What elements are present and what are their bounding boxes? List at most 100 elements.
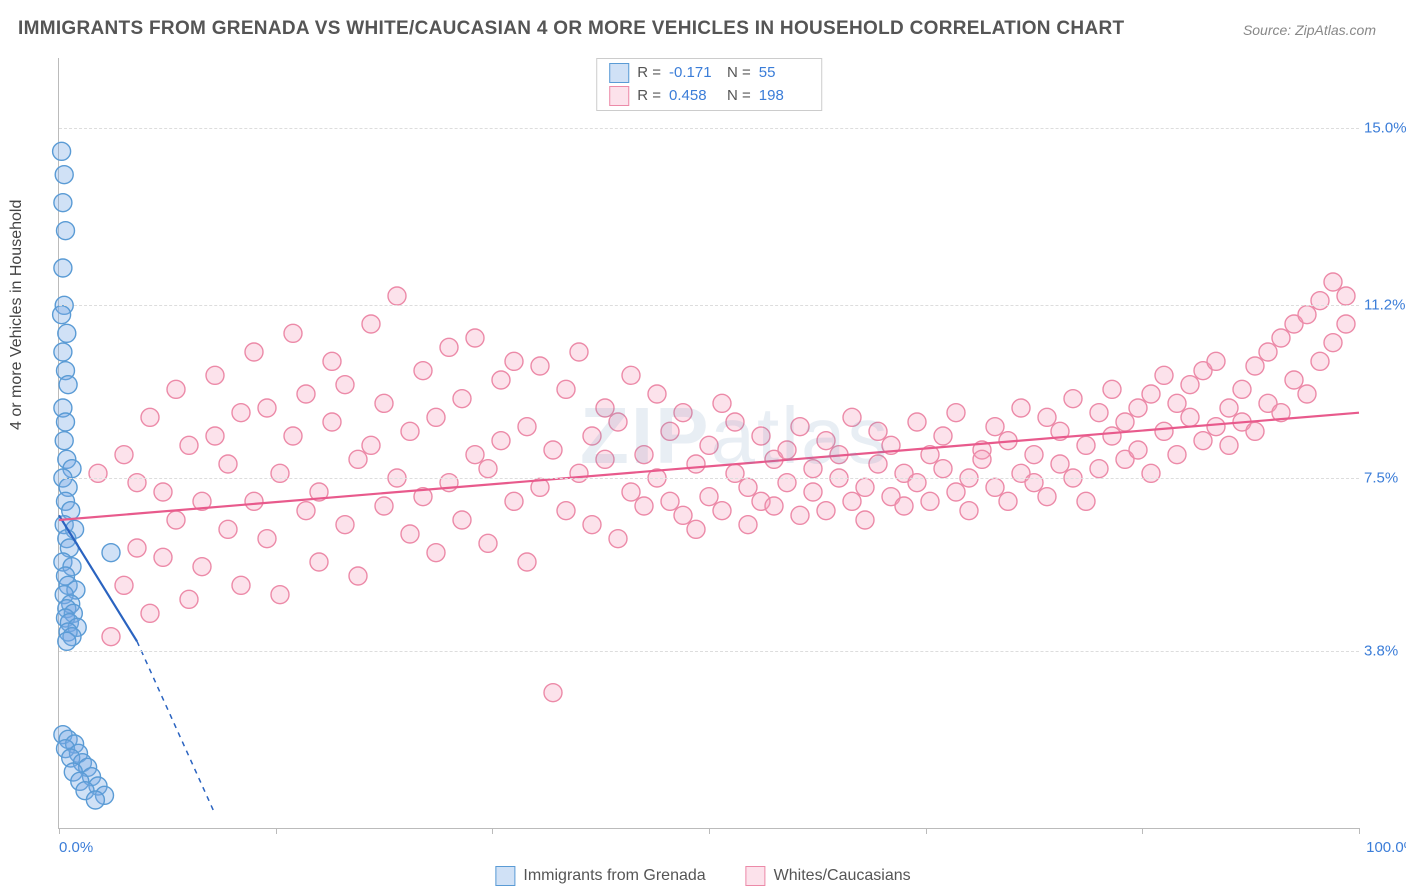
- gridline: [59, 128, 1359, 129]
- scatter-point: [271, 464, 289, 482]
- scatter-point: [960, 502, 978, 520]
- scatter-point: [596, 450, 614, 468]
- scatter-point: [336, 516, 354, 534]
- scatter-point: [1337, 315, 1355, 333]
- scatter-point: [492, 371, 510, 389]
- scatter-point: [1298, 385, 1316, 403]
- scatter-point: [453, 511, 471, 529]
- scatter-point: [297, 385, 315, 403]
- scatter-point: [141, 604, 159, 622]
- x-tick: [709, 828, 710, 834]
- scatter-point: [570, 464, 588, 482]
- legend-swatch: [746, 866, 766, 886]
- scatter-plot: [59, 58, 1359, 828]
- scatter-point: [1168, 446, 1186, 464]
- scatter-point: [648, 385, 666, 403]
- scatter-point: [57, 222, 75, 240]
- scatter-point: [53, 306, 71, 324]
- scatter-point: [518, 553, 536, 571]
- scatter-point: [55, 432, 73, 450]
- x-tick: [276, 828, 277, 834]
- scatter-point: [1155, 366, 1173, 384]
- scatter-point: [557, 380, 575, 398]
- scatter-point: [206, 366, 224, 384]
- scatter-point: [492, 432, 510, 450]
- stat-r-label: R =: [637, 62, 661, 85]
- scatter-point: [804, 460, 822, 478]
- stat-r-label: R =: [637, 85, 661, 108]
- scatter-point: [284, 427, 302, 445]
- scatter-point: [466, 329, 484, 347]
- legend-label: Immigrants from Grenada: [523, 867, 705, 885]
- scatter-point: [817, 432, 835, 450]
- scatter-point: [193, 558, 211, 576]
- x-tick: [926, 828, 927, 834]
- legend-swatch: [609, 63, 629, 83]
- scatter-point: [115, 446, 133, 464]
- scatter-point: [479, 460, 497, 478]
- scatter-point: [973, 450, 991, 468]
- scatter-point: [531, 357, 549, 375]
- scatter-point: [609, 530, 627, 548]
- scatter-point: [427, 544, 445, 562]
- scatter-point: [713, 394, 731, 412]
- scatter-point: [1103, 427, 1121, 445]
- scatter-point: [54, 343, 72, 361]
- scatter-point: [1246, 422, 1264, 440]
- scatter-point: [219, 520, 237, 538]
- x-axis-max-label: 100.0%: [1366, 839, 1406, 856]
- scatter-point: [1090, 404, 1108, 422]
- scatter-point: [232, 404, 250, 422]
- scatter-point: [154, 483, 172, 501]
- scatter-point: [1298, 306, 1316, 324]
- scatter-point: [843, 492, 861, 510]
- scatter-point: [791, 418, 809, 436]
- scatter-point: [817, 502, 835, 520]
- scatter-point: [986, 478, 1004, 496]
- scatter-point: [58, 632, 76, 650]
- x-tick: [1359, 828, 1360, 834]
- scatter-point: [1025, 446, 1043, 464]
- scatter-point: [53, 142, 71, 160]
- chart-title: IMMIGRANTS FROM GRENADA VS WHITE/CAUCASI…: [18, 18, 1124, 40]
- legend-item: Immigrants from Grenada: [495, 866, 705, 886]
- scatter-point: [1012, 399, 1030, 417]
- legend-item: Whites/Caucasians: [746, 866, 911, 886]
- scatter-point: [1116, 413, 1134, 431]
- scatter-point: [349, 567, 367, 585]
- scatter-point: [687, 455, 705, 473]
- scatter-point: [518, 418, 536, 436]
- scatter-point: [362, 436, 380, 454]
- scatter-point: [570, 343, 588, 361]
- scatter-point: [635, 446, 653, 464]
- scatter-point: [167, 380, 185, 398]
- scatter-point: [297, 502, 315, 520]
- scatter-point: [674, 404, 692, 422]
- x-axis-min-label: 0.0%: [59, 839, 93, 856]
- scatter-point: [323, 413, 341, 431]
- y-tick-label: 15.0%: [1364, 120, 1406, 137]
- scatter-point: [895, 497, 913, 515]
- scatter-point: [232, 576, 250, 594]
- scatter-point: [427, 408, 445, 426]
- scatter-point: [219, 455, 237, 473]
- scatter-point: [908, 474, 926, 492]
- scatter-point: [583, 516, 601, 534]
- scatter-point: [206, 427, 224, 445]
- scatter-point: [258, 399, 276, 417]
- scatter-point: [1090, 460, 1108, 478]
- scatter-point: [934, 427, 952, 445]
- scatter-point: [544, 684, 562, 702]
- scatter-point: [1207, 418, 1225, 436]
- legend-label: Whites/Caucasians: [774, 867, 911, 885]
- scatter-point: [947, 483, 965, 501]
- scatter-point: [1311, 292, 1329, 310]
- y-tick-label: 11.2%: [1364, 297, 1406, 314]
- y-axis-label: 4 or more Vehicles in Household: [8, 200, 26, 430]
- scatter-point: [245, 492, 263, 510]
- scatter-point: [414, 362, 432, 380]
- scatter-point: [55, 166, 73, 184]
- scatter-point: [1324, 334, 1342, 352]
- scatter-point: [726, 413, 744, 431]
- scatter-point: [921, 492, 939, 510]
